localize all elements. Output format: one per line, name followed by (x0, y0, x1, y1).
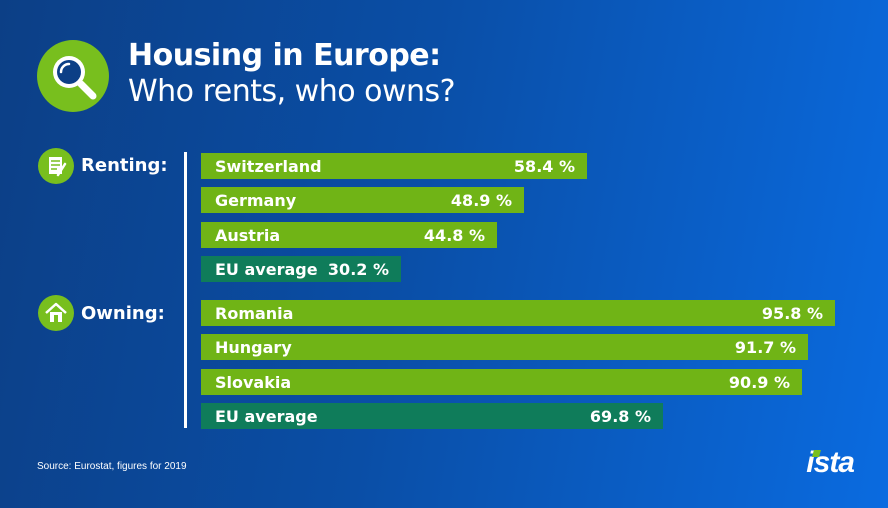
bar-slovakia: Slovakia 90.9 % (201, 369, 802, 395)
chart-divider (184, 152, 187, 428)
bar-label: Switzerland (215, 156, 322, 176)
bar-value-label: 69.8 % (589, 406, 651, 426)
bar-label: EU average (215, 406, 318, 426)
title-line-2: Who rents, who owns? (128, 74, 456, 109)
bar-value-label: 30.2 % (327, 259, 389, 279)
magnifier-icon (37, 40, 109, 112)
bar-value-label: 58.4 % (513, 156, 575, 176)
bar-value-label: 91.7 % (734, 337, 796, 357)
bar-value-label: 90.9 % (728, 372, 790, 392)
bar-germany: Germany 48.9 % (201, 187, 524, 213)
document-icon (38, 148, 74, 184)
bar-value-label: 95.8 % (761, 303, 823, 323)
bar-label: Germany (215, 190, 297, 210)
bar-switzerland: Switzerland 58.4 % (201, 153, 587, 179)
bar-label: Romania (215, 303, 294, 323)
bar-value-label: 44.8 % (423, 225, 485, 245)
category-label-owning: Owning: (81, 303, 165, 324)
bar-label: Hungary (215, 337, 292, 357)
bar-austria: Austria 44.8 % (201, 222, 497, 248)
house-icon (38, 295, 74, 331)
page-title: Housing in Europe: Who rents, who owns? (128, 38, 456, 110)
bar-romania: Romania 95.8 % (201, 300, 835, 326)
bar-label: Austria (215, 225, 281, 245)
bar-label: Slovakia (215, 372, 292, 392)
bar-label: EU average (215, 259, 318, 279)
source-note: Source: Eurostat, figures for 2019 (37, 461, 187, 472)
bar-eu-average-owning: EU average 69.8 % (201, 403, 663, 429)
bar-eu-average-renting: EU average 30.2 % (201, 256, 401, 282)
bar-value-label: 48.9 % (450, 190, 512, 210)
bar-hungary: Hungary 91.7 % (201, 334, 808, 360)
category-label-renting: Renting: (81, 155, 168, 176)
title-line-1: Housing in Europe: (128, 38, 441, 73)
